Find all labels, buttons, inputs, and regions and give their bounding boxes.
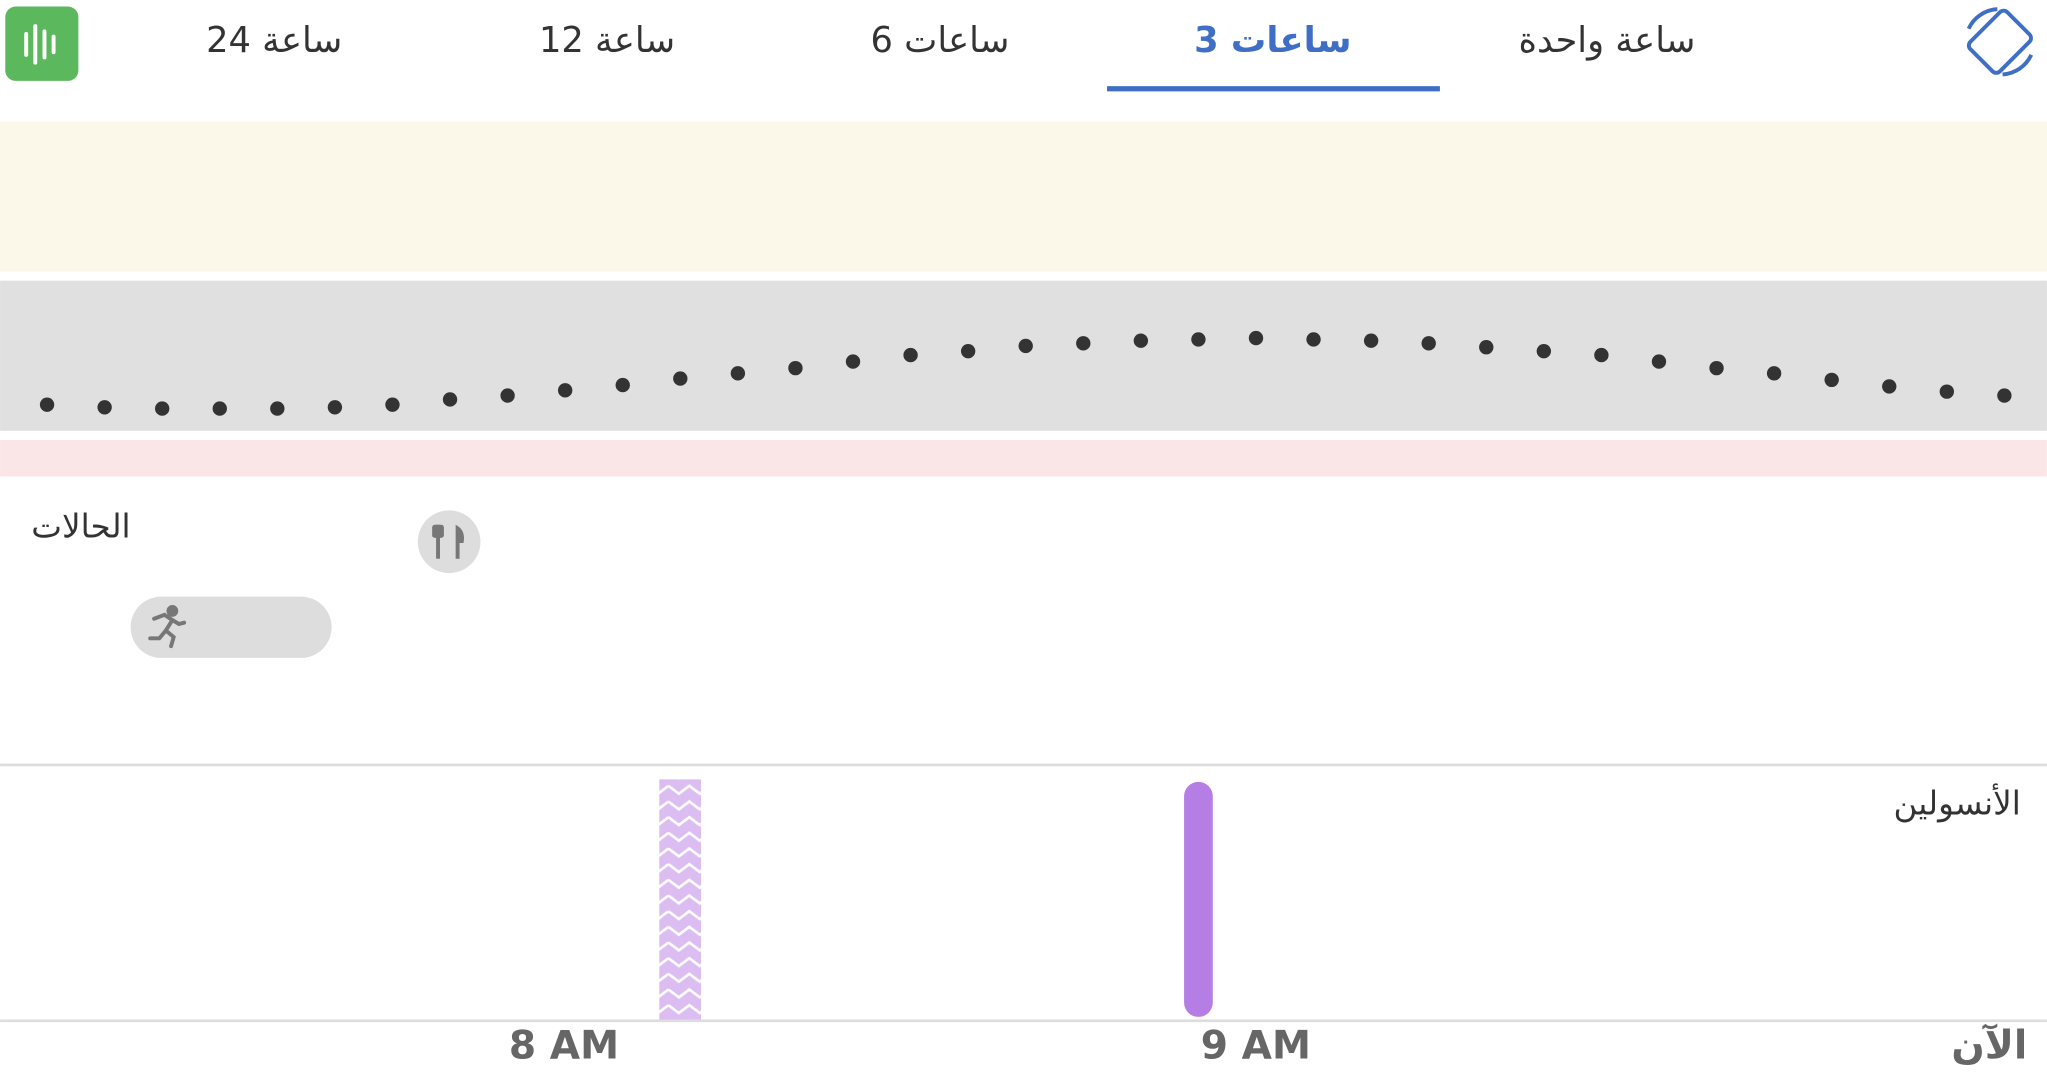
glucose-dot (155, 401, 170, 416)
glucose-dot (270, 401, 285, 416)
tab[interactable]: 24 ساعة (206, 20, 342, 61)
low-range-band (0, 439, 2047, 477)
glucose-dot (1133, 333, 1149, 348)
glucose-dot (1824, 372, 1839, 388)
meal-event[interactable] (417, 510, 481, 574)
glucose-dot (39, 397, 55, 412)
glucose-dot (1191, 332, 1206, 347)
glucose-dot (212, 401, 227, 416)
glucose-dot (788, 360, 803, 376)
events-label: الحالات (31, 508, 130, 546)
glucose-dot (730, 366, 746, 381)
glucose-dot (903, 347, 918, 363)
tab[interactable]: 3 ساعات (1194, 20, 1351, 61)
glucose-dot (1766, 366, 1782, 381)
glucose-readings (39, 330, 2012, 416)
glucose-dot (960, 343, 976, 359)
rotate-icon[interactable] (1966, 7, 2034, 77)
meal-icon (432, 524, 465, 559)
glucose-dot (1306, 332, 1321, 347)
app-icon[interactable] (5, 6, 79, 81)
tab[interactable]: 12 ساعة (539, 20, 675, 61)
glucose-dot (1363, 333, 1379, 348)
glucose-dot (1651, 354, 1667, 369)
glucose-dot (1594, 347, 1609, 363)
exercise-event[interactable] (130, 596, 332, 658)
insulin-label: الأنسولين (1893, 782, 2020, 822)
glucose-dot (1018, 338, 1033, 354)
tab[interactable]: ساعة واحدة (1519, 20, 1696, 61)
time-label: 8 AM (509, 1024, 619, 1069)
glucose-dot (845, 354, 861, 369)
app-icon-glyph (24, 24, 56, 65)
glucose-dot (673, 371, 688, 386)
glucose-dot (1421, 336, 1436, 351)
time-label: الآن (1951, 1023, 2027, 1069)
tab-indicator (1107, 86, 1440, 92)
bolus-insulin[interactable] (1184, 781, 1213, 1017)
glucose-dot (1479, 340, 1494, 355)
glucose-dot (1709, 360, 1724, 376)
time-label: 9 AM (1201, 1024, 1311, 1069)
glucose-dot (1536, 343, 1552, 359)
glucose-dot (1882, 379, 1897, 394)
target-range-band (0, 280, 2047, 431)
glucose-dot (327, 400, 343, 415)
glucose-dot (385, 397, 400, 412)
exercise-icon (148, 605, 187, 649)
basal-insulin[interactable] (659, 779, 702, 1020)
glucose-dot (557, 383, 573, 398)
high-range-band (0, 121, 2047, 272)
tab[interactable]: 6 ساعات (871, 20, 1010, 61)
glucose-dot (500, 388, 515, 403)
glucose-dot (1997, 388, 2012, 403)
glucose-dot (1248, 330, 1264, 346)
tab-bar: 24 ساعة 12 ساعة 6 ساعات 3 ساعات ساعة واحدة (206, 20, 1695, 92)
glucose-dot (615, 377, 630, 393)
glucose-dot (1939, 384, 1954, 399)
glucose-dot (1076, 336, 1091, 351)
glucose-dot (442, 392, 458, 407)
glucose-dot (97, 400, 112, 415)
